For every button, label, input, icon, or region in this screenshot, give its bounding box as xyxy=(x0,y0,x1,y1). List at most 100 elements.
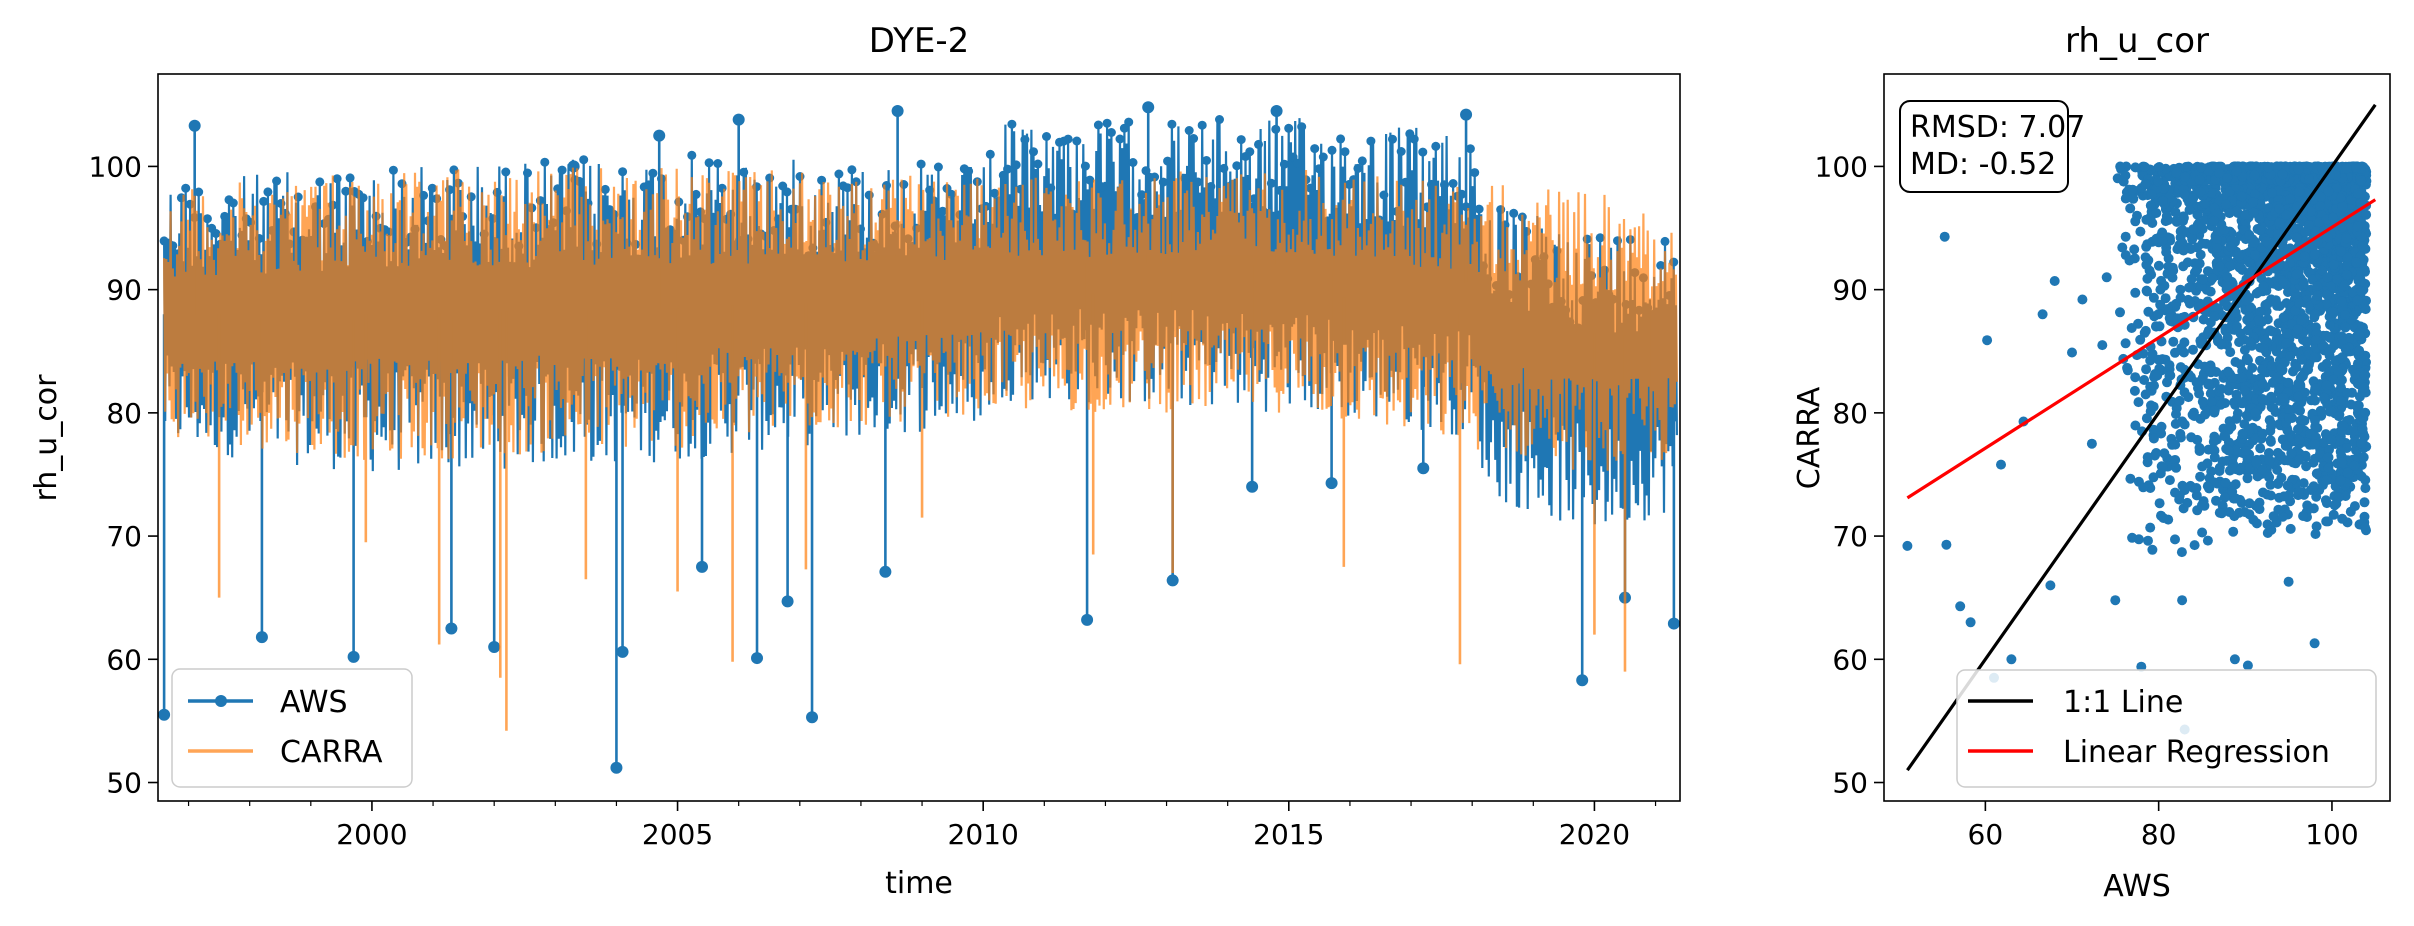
scatter-point xyxy=(2293,164,2304,175)
scatter-point xyxy=(2191,377,2202,388)
series-marker xyxy=(1401,177,1410,187)
series-marker xyxy=(1167,119,1177,129)
scatter-point xyxy=(2196,162,2207,173)
scatter-point xyxy=(2258,343,2269,354)
scatter-point xyxy=(2151,321,2162,332)
series-marker xyxy=(1206,182,1216,191)
scatter-point xyxy=(2181,161,2192,172)
series-marker xyxy=(1215,115,1224,124)
scatter-point xyxy=(2314,217,2325,228)
series-marker xyxy=(933,162,943,172)
series-marker xyxy=(419,190,429,200)
scatter-point xyxy=(2263,162,2274,173)
scatter-point xyxy=(2261,236,2272,247)
scatter-point xyxy=(2305,206,2316,217)
scatter-point xyxy=(2230,479,2241,490)
series-marker xyxy=(1011,160,1021,170)
scatter-point xyxy=(2357,241,2368,252)
scatter-point xyxy=(2352,358,2363,369)
scatter-point xyxy=(2212,303,2223,314)
scatter-point xyxy=(2311,521,2322,532)
series-marker xyxy=(1667,617,1680,630)
series-marker xyxy=(1232,161,1242,171)
scatter-point xyxy=(2242,473,2253,484)
scatter-point xyxy=(2223,445,2234,456)
scatter-point xyxy=(2298,478,2309,489)
series-marker xyxy=(1435,196,1445,205)
scatter-point xyxy=(2203,325,2214,336)
legend-aws-label: AWS xyxy=(280,685,348,720)
scatter-point xyxy=(2228,526,2239,537)
scatter-point xyxy=(2186,274,2197,285)
scatter-point xyxy=(2136,661,2147,672)
scatter-point xyxy=(2211,235,2222,246)
scatter-point xyxy=(2262,298,2273,309)
scatter-point xyxy=(2278,276,2289,287)
scatter-point xyxy=(2148,424,2159,435)
scatter-point xyxy=(2320,495,2331,506)
series-marker xyxy=(1072,136,1082,146)
scatter-point xyxy=(2337,352,2348,363)
scatter-point xyxy=(2140,252,2151,263)
series-marker xyxy=(1081,613,1094,626)
scatter-point xyxy=(2135,226,2146,237)
series-marker xyxy=(1102,118,1112,128)
scatter-point xyxy=(2255,199,2266,210)
scatter-point xyxy=(2315,201,2326,212)
series-line xyxy=(163,167,1678,471)
scatter-point xyxy=(2200,409,2210,420)
series-marker xyxy=(1460,108,1473,121)
series-marker xyxy=(806,711,819,724)
scatter-point xyxy=(2310,415,2320,426)
scatter-point xyxy=(2321,358,2332,369)
scatter-point xyxy=(2126,323,2137,333)
scatter-point xyxy=(2195,471,2206,482)
scatter-point xyxy=(2325,319,2335,330)
scatter-point xyxy=(2257,379,2268,390)
scatter-point xyxy=(2206,396,2217,407)
scatter-point xyxy=(2203,379,2214,390)
series-marker xyxy=(834,169,844,179)
scatter-point xyxy=(2225,347,2236,358)
series-marker xyxy=(704,158,714,168)
series-marker xyxy=(696,560,709,573)
scatter-point xyxy=(2309,249,2320,260)
scatter-point xyxy=(2229,511,2240,522)
scatter-point xyxy=(2140,389,2151,400)
scatter-point xyxy=(2244,311,2255,322)
scatter-point xyxy=(2281,338,2292,349)
scatter-point xyxy=(2209,405,2220,416)
scatter-point xyxy=(2112,173,2123,184)
scatter-point xyxy=(2142,286,2153,297)
y-tick-label: 50 xyxy=(1832,767,1868,800)
scatter-point xyxy=(2219,225,2230,235)
rmsd-text: RMSD: 7.07 xyxy=(1910,110,2085,145)
scatter-point xyxy=(2319,392,2330,403)
scatter-point xyxy=(2067,347,2077,358)
scatter-point xyxy=(2168,336,2179,347)
scatter-point xyxy=(2198,314,2209,325)
scatter-point xyxy=(2202,535,2213,546)
scatter-point xyxy=(2274,218,2285,229)
legend-oneone-label: 1:1 Line xyxy=(2063,685,2183,720)
scatter-point xyxy=(2171,167,2182,178)
series-marker xyxy=(1427,179,1436,189)
scatter-point xyxy=(2160,293,2171,304)
series-marker xyxy=(501,167,511,177)
scatter-point xyxy=(2298,511,2309,521)
scatter-point xyxy=(2257,364,2267,375)
series-marker xyxy=(610,761,623,774)
series-marker xyxy=(990,188,1000,198)
scatter-point xyxy=(2323,516,2333,527)
timeseries-title: DYE-2 xyxy=(869,21,969,61)
scatter-point xyxy=(2244,336,2255,347)
scatter-point xyxy=(1939,231,1950,242)
scatter-point xyxy=(2351,445,2361,456)
series-marker xyxy=(1050,213,1060,223)
scatter-point xyxy=(2188,193,2199,204)
series-marker xyxy=(579,155,589,165)
series-marker xyxy=(523,168,532,178)
scatter-point xyxy=(2303,364,2314,375)
series-marker xyxy=(1137,190,1147,200)
scatter-point xyxy=(2312,281,2323,291)
